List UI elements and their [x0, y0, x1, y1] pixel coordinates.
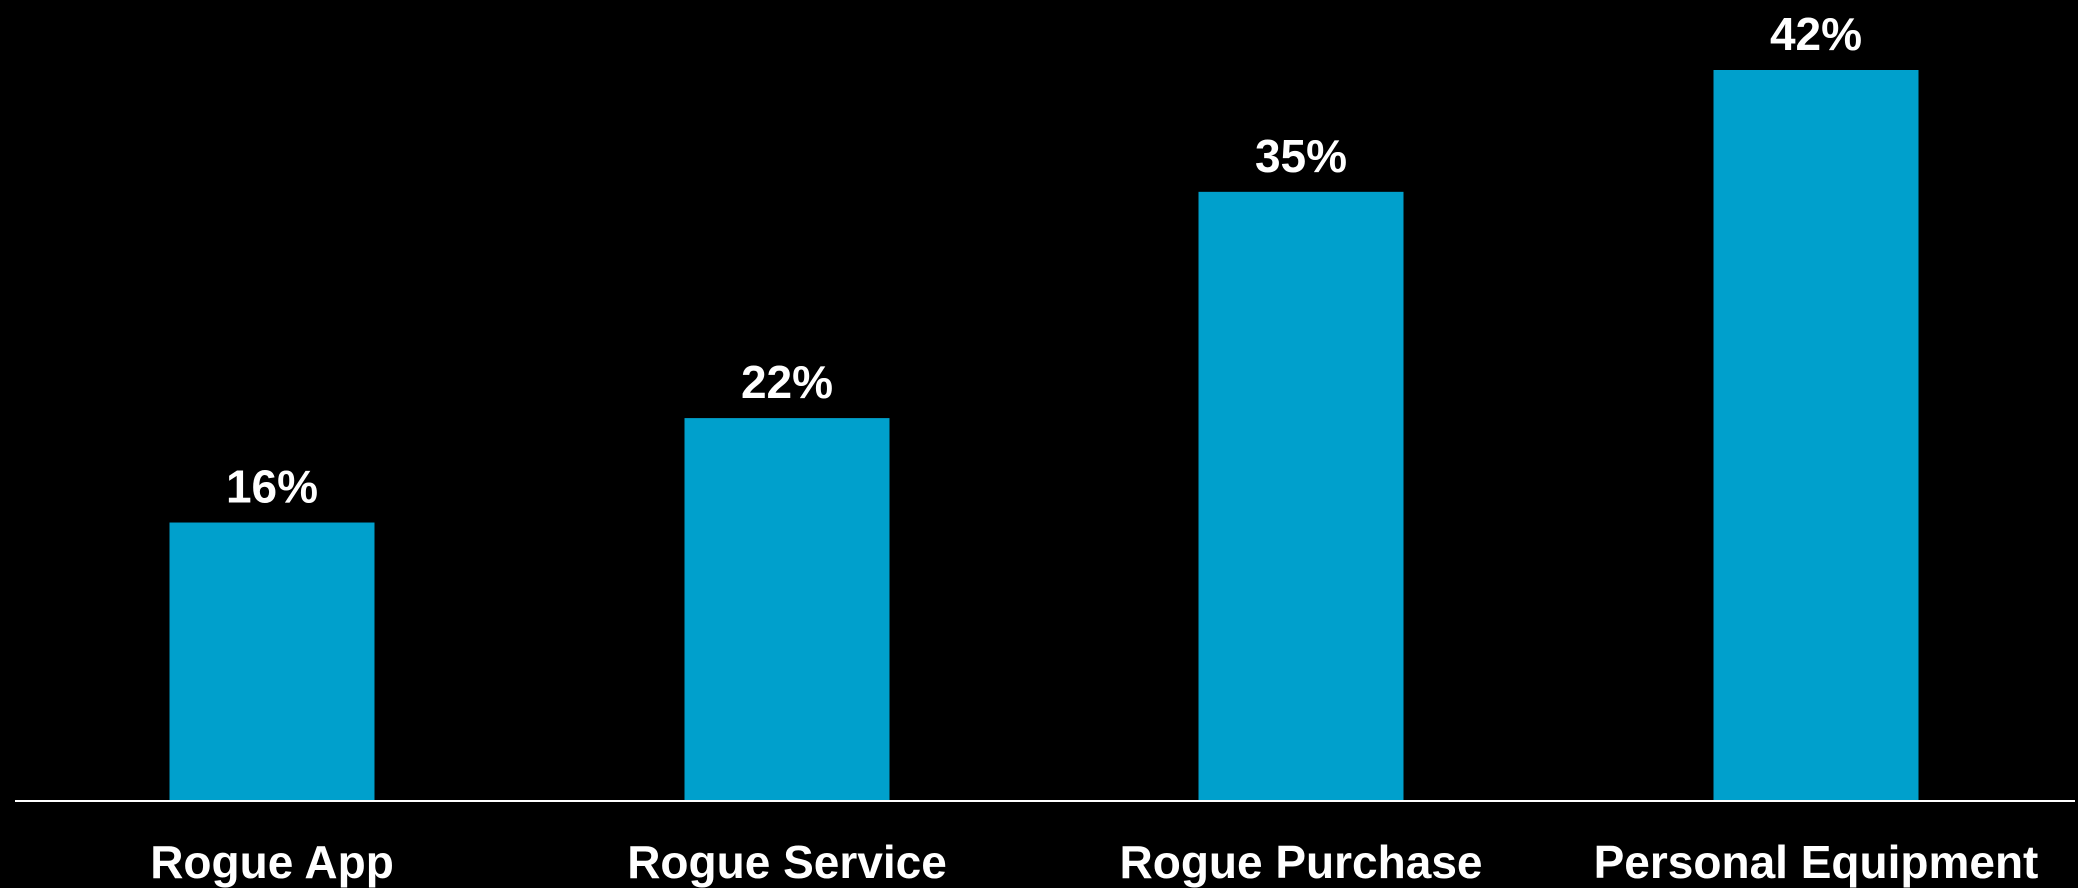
category-labels-group: Rogue App Rogue Service Rogue Purchase Pers…	[150, 836, 2038, 888]
bar-value-label: 35%	[1255, 130, 1347, 182]
bar-value-label: 42%	[1770, 8, 1862, 60]
category-label: Rogue App	[150, 836, 394, 888]
bar	[684, 418, 890, 801]
bar-value-label: 16%	[226, 461, 318, 513]
bars-group	[169, 70, 1919, 802]
bar	[169, 522, 375, 801]
bar-value-label: 22%	[741, 356, 833, 408]
category-label: Rogue Service	[627, 836, 947, 888]
data-labels-group: 16% 22% 35% 42%	[226, 8, 1862, 513]
category-label: Rogue Purchase	[1120, 836, 1483, 888]
category-label: Personal Equipment	[1594, 836, 2039, 888]
bar	[1713, 70, 1919, 801]
bar	[1198, 191, 1404, 802]
